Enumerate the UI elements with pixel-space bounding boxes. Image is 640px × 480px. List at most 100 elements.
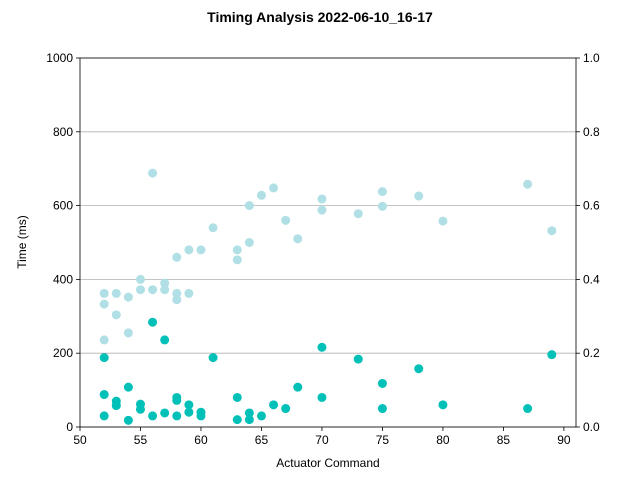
data-points (99, 168, 557, 425)
data-point (99, 299, 109, 309)
data-point (160, 335, 170, 345)
y-tick-label: 800 (53, 125, 73, 139)
data-point (281, 404, 291, 414)
data-point (172, 395, 182, 405)
data-point (244, 408, 254, 418)
data-point (123, 328, 133, 338)
y-axis-label: Time (ms) (15, 215, 29, 269)
data-point (160, 408, 170, 418)
data-point (148, 285, 158, 295)
data-point (123, 415, 133, 425)
x-axis-label: Actuator Command (276, 456, 379, 470)
x-tick-label: 55 (134, 433, 148, 447)
data-point (256, 190, 266, 200)
x-tick-label: 65 (255, 433, 269, 447)
data-point (184, 245, 194, 255)
x-tick-label: 75 (376, 433, 390, 447)
data-point (160, 285, 170, 295)
data-point (438, 216, 448, 226)
data-point (438, 400, 448, 410)
data-point (208, 223, 218, 233)
data-point (172, 295, 182, 305)
data-point (269, 400, 279, 410)
data-point (99, 335, 109, 345)
y-tick-label: 1000 (46, 51, 73, 65)
y-tick-label: 200 (53, 346, 73, 360)
data-point (377, 201, 387, 211)
y-tick-label: 600 (53, 199, 73, 213)
data-point (547, 350, 557, 360)
data-point (414, 364, 424, 374)
y-tick-label: 0 (66, 420, 73, 434)
data-point (172, 411, 182, 421)
data-point (148, 317, 158, 327)
data-point (244, 415, 254, 425)
y-tick-label: 400 (53, 272, 73, 286)
y2-tick-label: 0.2 (583, 346, 600, 360)
data-point (293, 234, 303, 244)
data-point (99, 353, 109, 363)
y2-tick-label: 0.6 (583, 199, 600, 213)
data-point (111, 310, 121, 320)
data-point (196, 245, 206, 255)
data-point (353, 354, 363, 364)
data-point (160, 278, 170, 288)
plot-frame (79, 57, 577, 428)
data-point (317, 194, 327, 204)
data-point (244, 238, 254, 247)
x-tick-label: 60 (194, 433, 208, 447)
data-point (353, 209, 363, 219)
data-point (111, 288, 121, 298)
data-point (184, 407, 194, 417)
x-tick-label: 85 (497, 433, 511, 447)
data-point (196, 411, 206, 421)
data-point (256, 411, 266, 421)
data-point (523, 404, 533, 414)
data-point (317, 342, 327, 352)
data-point (111, 401, 121, 411)
chart-title: Timing Analysis 2022-06-10_16-17 (207, 9, 433, 25)
x-tick-label: 80 (436, 433, 450, 447)
y2-tick-label: 1.0 (583, 51, 600, 65)
y2-tick-label: 0.8 (583, 125, 600, 139)
data-point (293, 382, 303, 392)
data-point (123, 292, 133, 302)
data-point (135, 404, 145, 414)
data-point (377, 187, 387, 197)
data-point (281, 215, 291, 225)
data-point (184, 400, 194, 410)
data-point (377, 378, 387, 388)
data-point (414, 191, 424, 201)
data-point (232, 392, 242, 402)
x-tick-label: 50 (73, 433, 87, 447)
x-tick-label: 70 (315, 433, 329, 447)
data-point (172, 288, 182, 298)
data-point (148, 411, 158, 421)
data-point (208, 353, 218, 363)
data-point (123, 382, 133, 392)
axes: 50 55 60 65 70 75 80 85 90 0 200 400 600 800 1000 0.0 0.… (46, 51, 600, 447)
y2-tick-label: 0.0 (583, 420, 600, 434)
data-point (317, 392, 327, 402)
data-point (232, 415, 242, 425)
data-point (317, 205, 327, 215)
data-point (377, 404, 387, 414)
data-point (547, 226, 557, 236)
data-point (148, 168, 158, 178)
data-point (523, 179, 533, 189)
data-point (99, 411, 109, 421)
data-point (172, 252, 182, 262)
data-point (135, 285, 145, 295)
data-point (99, 288, 109, 298)
data-point (269, 183, 279, 193)
data-point (184, 288, 194, 298)
data-point (99, 390, 109, 400)
data-point (232, 255, 242, 265)
data-point (232, 245, 242, 255)
y2-tick-label: 0.4 (583, 272, 600, 286)
data-point (135, 274, 145, 284)
data-point (244, 201, 254, 211)
